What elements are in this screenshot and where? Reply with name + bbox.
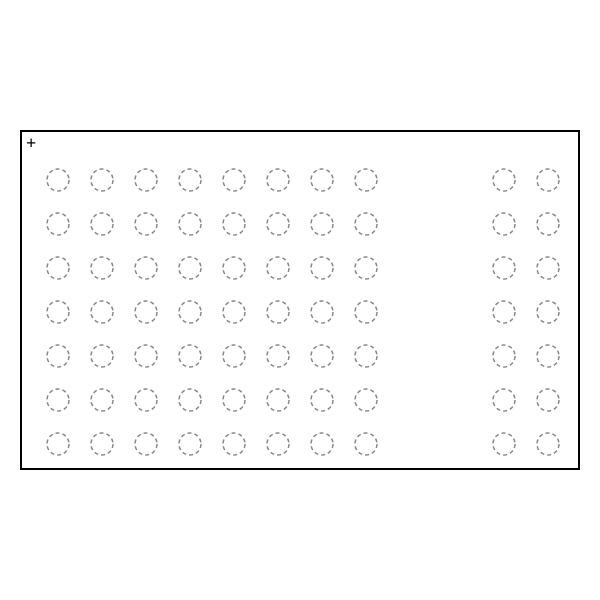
hole-circle [309, 431, 335, 457]
hole-circle [133, 299, 159, 325]
hole-circle [265, 431, 291, 457]
hole-circle [89, 431, 115, 457]
hole-circle [133, 255, 159, 281]
hole-circle [535, 255, 561, 281]
hole-circle [45, 167, 71, 193]
hole-circle [491, 299, 517, 325]
hole-circle [309, 167, 335, 193]
hole-circle [45, 255, 71, 281]
hole-circle [353, 255, 379, 281]
hole-circle [535, 387, 561, 413]
hole-circle [45, 211, 71, 237]
hole-circle [221, 167, 247, 193]
hole-circle [89, 299, 115, 325]
hole-circle [491, 167, 517, 193]
hole-circle [177, 255, 203, 281]
hole-circle [535, 431, 561, 457]
hole-circle [221, 255, 247, 281]
hole-circle [177, 299, 203, 325]
hole-circle [265, 387, 291, 413]
hole-circle [265, 255, 291, 281]
hole-circle [353, 167, 379, 193]
hole-circle [177, 211, 203, 237]
hole-circle [309, 255, 335, 281]
hole-circle [133, 431, 159, 457]
hole-circle [353, 387, 379, 413]
plus-icon: + [26, 134, 36, 152]
hole-circle [89, 343, 115, 369]
hole-circle [177, 431, 203, 457]
hole-circle [221, 431, 247, 457]
hole-circle [535, 343, 561, 369]
hole-circle [45, 299, 71, 325]
hole-circle [353, 343, 379, 369]
hole-circle [353, 299, 379, 325]
hole-circle [89, 167, 115, 193]
hole-circle [491, 255, 517, 281]
hole-circle [133, 167, 159, 193]
hole-circle [221, 387, 247, 413]
hole-circle [353, 211, 379, 237]
hole-circle [177, 387, 203, 413]
hole-circle [89, 211, 115, 237]
hole-circle [89, 255, 115, 281]
hole-circle [265, 167, 291, 193]
hole-circle [221, 211, 247, 237]
hole-circle [45, 387, 71, 413]
hole-circle [177, 167, 203, 193]
hole-circle [45, 343, 71, 369]
hole-circle [265, 211, 291, 237]
hole-circle [535, 211, 561, 237]
hole-circle [309, 211, 335, 237]
hole-circle [535, 299, 561, 325]
perforated-panel: + [20, 130, 580, 470]
hole-circle [133, 211, 159, 237]
hole-circle [491, 431, 517, 457]
hole-circle [491, 387, 517, 413]
hole-circle [265, 299, 291, 325]
hole-circle [491, 211, 517, 237]
hole-circle [221, 299, 247, 325]
hole-circle [309, 343, 335, 369]
hole-circle [45, 431, 71, 457]
hole-circle [133, 343, 159, 369]
hole-circle [535, 167, 561, 193]
hole-circle [177, 343, 203, 369]
hole-circle [491, 343, 517, 369]
hole-circle [309, 299, 335, 325]
hole-circle [133, 387, 159, 413]
hole-circle [265, 343, 291, 369]
hole-circle [353, 431, 379, 457]
hole-circle [221, 343, 247, 369]
hole-circle [309, 387, 335, 413]
hole-circle [89, 387, 115, 413]
